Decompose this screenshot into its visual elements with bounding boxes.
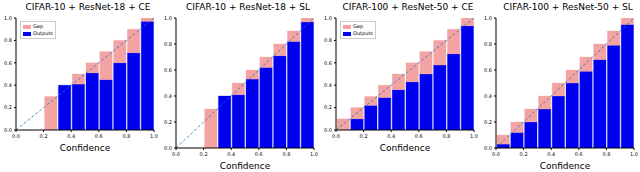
svg-text:0.6: 0.6	[164, 67, 172, 73]
svg-text:0.0: 0.0	[332, 133, 340, 139]
svg-text:0.6: 0.6	[575, 151, 583, 157]
svg-text:0.4: 0.4	[8, 82, 12, 88]
svg-text:1.0: 1.0	[164, 15, 172, 21]
svg-text:1.0: 1.0	[324, 15, 332, 21]
svg-text:0.0: 0.0	[484, 145, 492, 151]
svg-text:0.4: 0.4	[387, 133, 395, 139]
svg-text:0.2: 0.2	[8, 104, 12, 110]
svg-text:0.6: 0.6	[255, 151, 263, 157]
svg-text:1.0: 1.0	[310, 151, 318, 157]
svg-text:1.0: 1.0	[470, 133, 478, 139]
html-text:CIFAR-100 + ResNet-50 + CE: CIFAR-100 + ResNet-50 + CE	[342, 2, 474, 12]
svg-text:0.6: 0.6	[8, 60, 12, 66]
svg-text:0.6: 0.6	[324, 60, 332, 66]
svg-text:0.4: 0.4	[227, 151, 235, 157]
svg-text:0.0: 0.0	[172, 151, 180, 157]
svg-text:Confidence: Confidence	[60, 143, 111, 153]
svg-text:0.2: 0.2	[484, 119, 492, 125]
svg-text:0.8: 0.8	[442, 133, 450, 139]
svg-text:0.0: 0.0	[8, 127, 12, 133]
svg-text:0.4: 0.4	[547, 151, 555, 157]
html-text:Gap: Gap	[33, 23, 44, 29]
html-text:Outputs: Outputs	[353, 30, 373, 36]
svg-text:1.0: 1.0	[484, 15, 492, 21]
svg-text:0.2: 0.2	[164, 119, 172, 125]
svg-text:0.2: 0.2	[360, 133, 368, 139]
svg-text:Confidence: Confidence	[540, 161, 591, 170]
svg-text:0.0: 0.0	[324, 127, 332, 133]
svg-text:0.8: 0.8	[484, 41, 492, 47]
svg-text:0.8: 0.8	[602, 151, 610, 157]
svg-text:0.4: 0.4	[324, 82, 332, 88]
html-text:CIFAR-10 + ResNet-18 + SL: CIFAR-10 + ResNet-18 + SL	[186, 2, 310, 12]
svg-text:0.2: 0.2	[40, 133, 48, 139]
svg-text:0.0: 0.0	[12, 133, 20, 139]
html-text:Outputs: Outputs	[33, 30, 53, 36]
svg-text:0.8: 0.8	[324, 37, 332, 43]
svg-text:1.0: 1.0	[8, 15, 12, 21]
svg-text:Confidence: Confidence	[220, 161, 271, 170]
svg-text:0.6: 0.6	[415, 133, 423, 139]
svg-text:Confidence: Confidence	[380, 143, 431, 153]
svg-text:0.6: 0.6	[484, 67, 492, 73]
svg-text:0.0: 0.0	[164, 145, 172, 151]
svg-text:0.8: 0.8	[282, 151, 290, 157]
svg-text:0.2: 0.2	[200, 151, 208, 157]
svg-text:0.2: 0.2	[520, 151, 528, 157]
svg-text:0.4: 0.4	[484, 93, 492, 99]
svg-text:0.8: 0.8	[164, 41, 172, 47]
svg-text:0.2: 0.2	[324, 104, 332, 110]
svg-text:0.8: 0.8	[122, 133, 130, 139]
svg-text:0.8: 0.8	[8, 37, 12, 43]
svg-text:0.4: 0.4	[67, 133, 75, 139]
html-text:CIFAR-100 + ResNet-50 + SL: CIFAR-100 + ResNet-50 + SL	[503, 2, 633, 12]
svg-text:0.6: 0.6	[95, 133, 103, 139]
svg-text:1.0: 1.0	[630, 151, 632, 157]
html-text:Gap: Gap	[353, 23, 364, 29]
svg-text:0.0: 0.0	[492, 151, 500, 157]
svg-text:0.4: 0.4	[164, 93, 172, 99]
svg-text:1.0: 1.0	[150, 133, 158, 139]
html-text:CIFAR-10 + ResNet-18 + CE: CIFAR-10 + ResNet-18 + CE	[25, 2, 151, 12]
